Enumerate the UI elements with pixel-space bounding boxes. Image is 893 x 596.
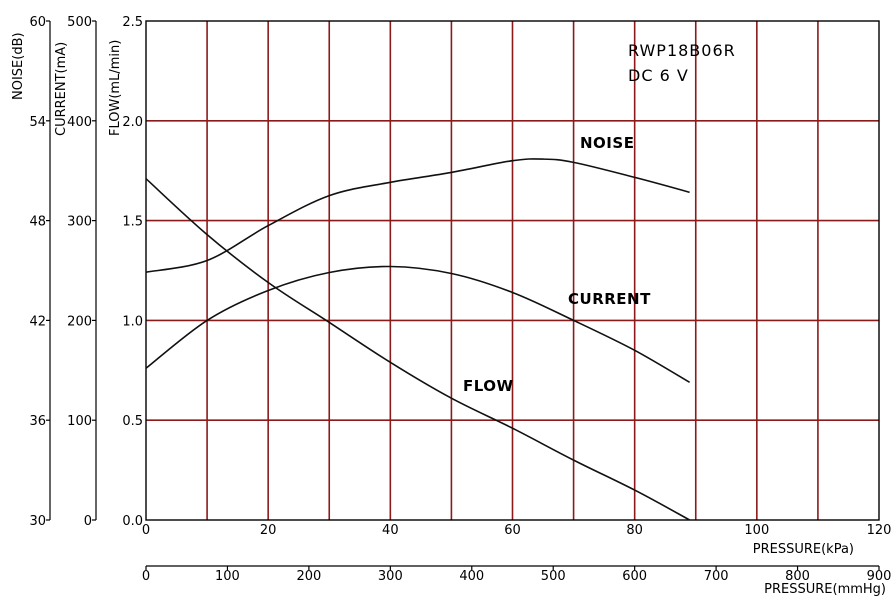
plot-grid — [146, 21, 879, 520]
x-axes: 0 20 40 60 80 100 120 0 100 200 300 400 500 600 700 800… — [142, 523, 892, 584]
x-primary-tick-label: 20 — [260, 523, 277, 538]
y-flow-tick-label: 1.0 — [122, 314, 143, 329]
y-noise-tick-label: 30 — [29, 514, 46, 529]
y-current-axis-title: CURRENT(mA) — [54, 42, 69, 136]
y-noise-tick-label: 36 — [29, 414, 46, 429]
y-noise-axis-title: NOISE(dB) — [11, 32, 26, 100]
x-secondary-tick-label: 500 — [541, 569, 566, 584]
x-secondary-tick-label: 0 — [142, 569, 150, 584]
y-noise-tick-label: 54 — [29, 115, 46, 130]
noise-series-label: NOISE — [580, 134, 634, 152]
x-primary-tick-label: 100 — [744, 523, 769, 538]
y-flow-tick-label: 2.5 — [122, 15, 143, 30]
x-secondary-tick-label: 600 — [622, 569, 647, 584]
x-primary-tick-label: 120 — [867, 523, 892, 538]
x-secondary-tick-label: 900 — [867, 569, 892, 584]
x-primary-tick-label: 60 — [504, 523, 521, 538]
x-secondary-axis-title: PRESSURE(mmHg) — [764, 582, 886, 596]
flow-curve — [145, 178, 690, 521]
current-curve — [145, 265, 691, 383]
y-flow-tick-label: 2.0 — [122, 115, 143, 130]
y-noise-tick-label: 42 — [29, 314, 46, 329]
y-current-tick-label: 500 — [67, 15, 92, 30]
y-flow-axis-title: FLOW(mL/min) — [108, 40, 123, 136]
x-secondary-tick-label: 800 — [785, 569, 810, 584]
curves — [145, 158, 691, 521]
y-current-tick-label: 0 — [84, 514, 92, 529]
x-primary-tick-label: 0 — [142, 523, 150, 538]
model-label: RWP18B06R — [628, 41, 736, 60]
flow-series-label: FLOW — [463, 377, 514, 395]
y-flow-tick-label: 0.0 — [122, 514, 143, 529]
y-axes: 0.0 0.5 1.0 1.5 2.0 2.5 0 100 200 300 400 500 30 36 42… — [29, 15, 143, 529]
x-secondary-tick-label: 300 — [378, 569, 403, 584]
y-noise-tick-label: 60 — [29, 15, 46, 30]
y-flow-tick-label: 0.5 — [122, 414, 143, 429]
x-primary-tick-label: 40 — [382, 523, 399, 538]
y-current-tick-label: 300 — [67, 215, 92, 230]
y-noise-tick-label: 48 — [29, 215, 46, 230]
y-flow-tick-label: 1.5 — [122, 215, 143, 230]
x-secondary-tick-label: 400 — [459, 569, 484, 584]
x-primary-tick-label: 80 — [626, 523, 643, 538]
x-secondary-tick-label: 700 — [704, 569, 729, 584]
noise-curve — [145, 158, 690, 273]
y-current-tick-label: 200 — [67, 314, 92, 329]
y-current-tick-label: 400 — [67, 115, 92, 130]
plot-frame — [145, 20, 880, 521]
x-secondary-tick-label: 100 — [215, 569, 240, 584]
x-secondary-tick-label: 200 — [296, 569, 321, 584]
y-current-tick-label: 100 — [67, 414, 92, 429]
x-primary-axis-title: PRESSURE(kPa) — [753, 542, 854, 557]
current-series-label: CURRENT — [568, 290, 651, 308]
voltage-label: DC 6 V — [628, 66, 689, 85]
